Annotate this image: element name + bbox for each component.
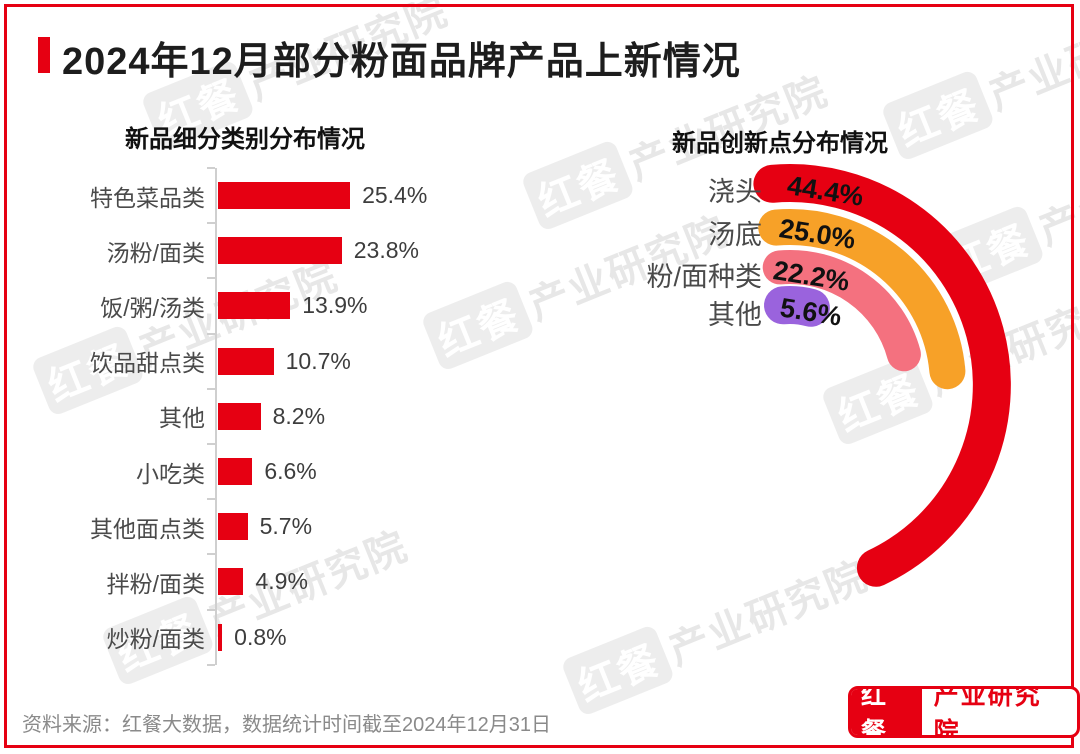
bar-category-label: 饭/粥/汤类 bbox=[100, 294, 205, 321]
radial-category-label: 粉/面种类 bbox=[646, 262, 762, 292]
radial-category-label: 浇头 bbox=[708, 177, 762, 207]
radial-chart-title: 新品创新点分布情况 bbox=[672, 130, 888, 157]
axis-tick bbox=[207, 498, 215, 501]
bar-category-label: 小吃类 bbox=[136, 460, 205, 487]
bar bbox=[218, 568, 244, 596]
bar-chart-title: 新品细分类别分布情况 bbox=[125, 126, 365, 153]
page-title: 2024年12月部分粉面品牌产品上新情况 bbox=[62, 41, 741, 83]
axis-tick bbox=[207, 222, 215, 225]
bar bbox=[218, 237, 342, 265]
bar-category-label: 炒粉/面类 bbox=[106, 626, 205, 653]
radial-arc bbox=[762, 249, 921, 372]
bar-row: 饭/粥/汤类 13.9% bbox=[47, 278, 427, 333]
bar-category-label: 其他 bbox=[159, 405, 205, 432]
axis-tick bbox=[207, 277, 215, 280]
bar bbox=[218, 347, 274, 375]
bar-row: 炒粉/面类 0.8% bbox=[47, 610, 427, 665]
bar-value-label: 5.7% bbox=[259, 513, 313, 540]
bar-value-label: 6.6% bbox=[264, 458, 317, 485]
bar-value-label: 4.9% bbox=[255, 568, 308, 595]
bar-category-label: 饮品甜点类 bbox=[90, 350, 205, 377]
radial-category-label: 汤底 bbox=[708, 220, 762, 250]
radial-arc bbox=[758, 209, 966, 390]
radial-category-label: 其他 bbox=[708, 300, 762, 330]
bar-category-label: 汤粉/面类 bbox=[106, 239, 205, 266]
bar-value-label: 0.8% bbox=[234, 623, 287, 650]
bar-row: 拌粉/面类 4.9% bbox=[47, 554, 427, 609]
axis-tick bbox=[207, 332, 215, 335]
bar bbox=[218, 292, 291, 320]
bar-row: 汤粉/面类 23.8% bbox=[47, 223, 427, 278]
radial-arc bbox=[753, 164, 1011, 587]
bar-row: 其他 8.2% bbox=[47, 389, 427, 444]
logo-suffix-text: 产业研究院 bbox=[933, 686, 1042, 738]
watermark-brand-box: 红餐 bbox=[420, 278, 536, 373]
axis-tick bbox=[207, 553, 215, 556]
bar-row: 饮品甜点类 10.7% bbox=[47, 334, 427, 389]
logo-brand-text: 红餐 bbox=[851, 689, 922, 735]
bar-value-label: 23.8% bbox=[353, 237, 419, 264]
bar-value-label: 8.2% bbox=[272, 402, 326, 429]
bar-category-label: 其他面点类 bbox=[90, 515, 205, 542]
bar bbox=[218, 513, 248, 541]
bar bbox=[218, 402, 261, 430]
radial-arc bbox=[764, 286, 830, 327]
bar bbox=[218, 182, 351, 210]
bar-category-label: 特色菜品类 bbox=[90, 184, 205, 211]
bar-category-label: 拌粉/面类 bbox=[106, 570, 205, 597]
axis-tick bbox=[207, 663, 215, 666]
bar bbox=[218, 458, 253, 486]
bar-value-label: 13.9% bbox=[302, 292, 368, 319]
axis-tick bbox=[207, 387, 215, 390]
bar-row: 特色菜品类 25.4% bbox=[47, 168, 427, 223]
axis-tick bbox=[207, 167, 215, 169]
bar-value-label: 10.7% bbox=[285, 347, 351, 374]
bar-chart-rows: 特色菜品类 25.4% 汤粉/面类 23.8% 饭/粥/汤类 13.9% 饮品甜点类 10.7… bbox=[47, 168, 427, 665]
bar-value-label: 25.4% bbox=[362, 182, 428, 209]
axis-tick bbox=[207, 443, 215, 445]
bar-row: 其他面点类 5.7% bbox=[47, 499, 427, 554]
radial-arc-chart bbox=[753, 164, 1011, 587]
bar bbox=[218, 623, 223, 651]
title-accent-bar bbox=[38, 37, 50, 73]
bar-chart-axis bbox=[207, 167, 217, 666]
bar-row: 小吃类 6.6% bbox=[47, 444, 427, 499]
brand-logo: 红餐 产业研究院 bbox=[848, 686, 1080, 738]
axis-tick bbox=[207, 608, 215, 611]
source-note: 资料来源：红餐大数据，数据统计时间截至2024年12月31日 bbox=[22, 714, 551, 736]
